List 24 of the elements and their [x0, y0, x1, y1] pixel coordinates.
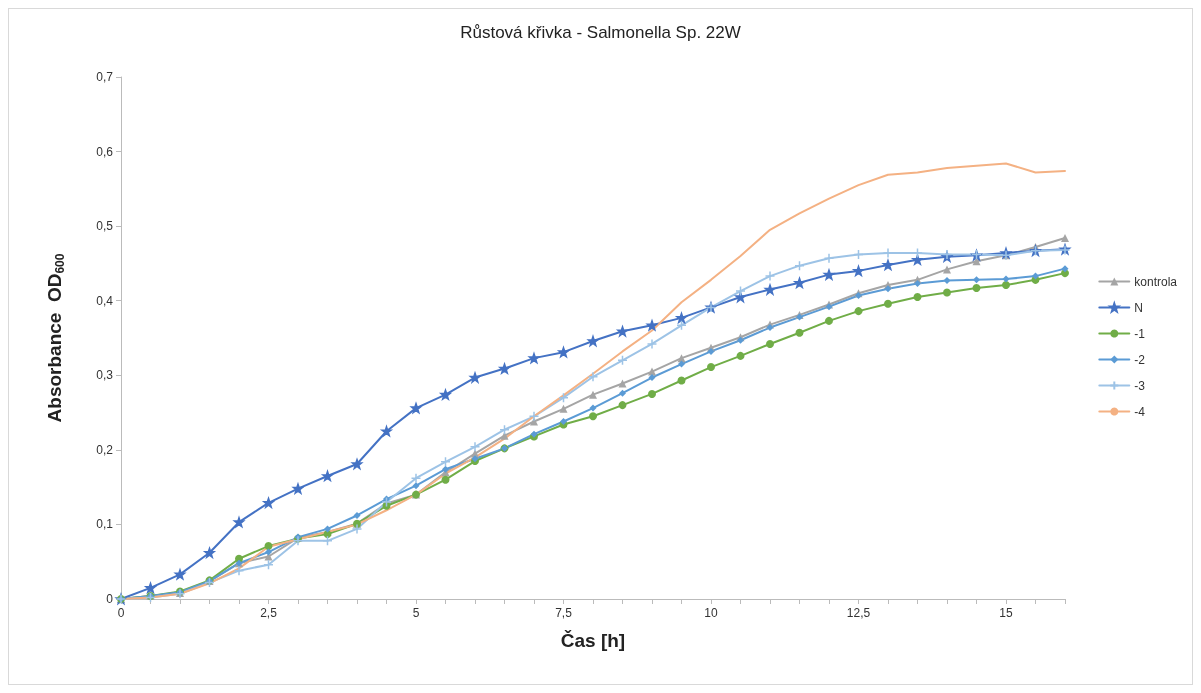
x-tick-label: 10 [704, 606, 718, 620]
legend-label: N [1134, 300, 1143, 315]
y-tick-label: 0,7 [96, 70, 114, 84]
y-tick-label: 0,4 [96, 293, 114, 308]
x-tick-label: 7,5 [555, 606, 573, 620]
legend-label: kontrola [1134, 274, 1178, 289]
y-axis-title: Absorbance OD600 [43, 253, 67, 423]
x-tick-label: 2,5 [260, 606, 278, 620]
x-tick-label: 12,5 [846, 606, 871, 620]
chart-title: Růstová křivka - Salmonella Sp. 22W [460, 23, 741, 42]
legend-label: -4 [1134, 404, 1146, 419]
x-tick-label: 5 [412, 606, 420, 620]
legend-label: -2 [1134, 352, 1146, 367]
y-tick-label: 0 [106, 592, 114, 606]
y-tick-label: 0,2 [96, 442, 114, 457]
legend-label: -1 [1134, 326, 1146, 341]
y-tick-label: 0,1 [96, 517, 114, 532]
x-axis-title: Čas [h] [560, 630, 626, 651]
x-tick-label: 0 [117, 606, 125, 620]
y-tick-label: 0,5 [96, 219, 114, 234]
x-tick-label: 15 [999, 606, 1013, 620]
y-tick-label: 0,6 [96, 144, 114, 159]
y-tick-label: 0,3 [96, 368, 114, 383]
legend-label: -3 [1134, 378, 1146, 393]
